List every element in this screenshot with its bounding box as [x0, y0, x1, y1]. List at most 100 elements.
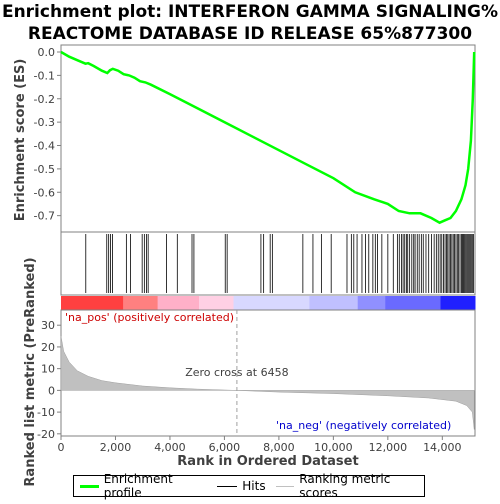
legend-swatch-black	[217, 485, 238, 487]
es-y-tick-label: -0.2	[34, 93, 55, 106]
es-y-tick-label: -0.3	[34, 116, 55, 129]
color-bar-segment	[295, 296, 303, 310]
legend-item-hits: Hits	[217, 479, 266, 493]
rank-panel-frame	[60, 309, 476, 437]
color-bar-segment	[357, 296, 366, 310]
rank-y-label: Ranked list metric (PreRanked)	[23, 257, 38, 486]
color-bar-segment	[247, 296, 255, 310]
color-bar-segment	[192, 296, 200, 310]
color-bar-segment	[316, 296, 324, 310]
es-y-axis: 0.0 -0.1 -0.2 -0.3 -0.4 -0.5 -0.6 -0.7	[34, 46, 61, 223]
color-bar-segment	[240, 296, 248, 310]
color-bar-segment	[185, 296, 193, 310]
color-bar-segment	[123, 296, 131, 310]
es-y-tick-label: -0.6	[34, 186, 55, 199]
x-tick-label: 14,000	[423, 441, 462, 454]
pos-correlated-label: 'na_pos' (positively correlated)	[65, 311, 234, 324]
color-bar-segment	[171, 296, 179, 310]
es-y-tick-label: -0.7	[34, 210, 55, 223]
x-tick-label: 4,000	[154, 441, 186, 454]
color-bar-segment	[157, 296, 165, 310]
es-y-tick-label: -0.4	[34, 140, 55, 153]
color-bar-segment	[350, 296, 359, 310]
color-bar-segment	[136, 296, 145, 310]
color-bar-segment	[426, 296, 435, 310]
legend-swatch-gray	[275, 485, 295, 487]
color-bar-segment	[447, 296, 455, 310]
es-y-tick-label: 0.0	[38, 46, 56, 59]
rank-y-tick-label: 10	[41, 363, 55, 376]
rank-y-tick-label: 0	[48, 384, 55, 397]
rank-y-axis: 30 20 10 0 -10 -20	[37, 319, 61, 441]
neg-correlated-label: 'na_neg' (negatively correlated)	[276, 419, 451, 432]
color-bar-segment	[378, 296, 386, 310]
es-y-label: Enrichment score (ES)	[13, 59, 28, 222]
color-bar-segment	[109, 296, 117, 310]
legend-item-enrichment-profile: Enrichment profile	[80, 472, 207, 500]
legend-label: Hits	[242, 479, 266, 493]
rank-y-tick-label: 20	[41, 341, 55, 354]
color-bar-segment	[219, 296, 228, 310]
legend: Enrichment profile Hits Ranking metric s…	[73, 472, 425, 500]
color-bar-segment	[74, 296, 83, 310]
color-bar-segment	[412, 296, 421, 310]
color-bar-segment	[454, 296, 462, 310]
rank-y-tick-label: -20	[37, 428, 55, 441]
color-bar-segment	[205, 296, 214, 310]
color-bar-segment	[330, 296, 338, 310]
color-bar-segment	[371, 296, 379, 310]
color-bar-segment	[399, 296, 407, 310]
color-bar-segment	[268, 296, 276, 310]
legend-label: Ranking metric scores	[299, 472, 391, 500]
color-bar-segment	[323, 296, 331, 310]
color-bar-segment	[233, 296, 241, 310]
es-y-tick-label: -0.1	[34, 69, 55, 82]
legend-label: Enrichment profile	[103, 472, 173, 500]
x-tick-label: 6,000	[209, 441, 241, 454]
color-bar-segment	[150, 296, 159, 310]
color-bar-segment	[130, 296, 138, 310]
rank-y-tick-label: 30	[41, 319, 55, 332]
legend-item-ranking-metric: Ranking metric scores	[275, 472, 424, 500]
color-bar-segment	[143, 296, 152, 310]
es-profile-line	[60, 50, 476, 225]
x-axis-label: Rank in Ordered Dataset	[177, 454, 358, 469]
color-bar-segment	[254, 296, 262, 310]
color-bar-segment	[178, 296, 186, 310]
x-tick-label: 2,000	[100, 441, 132, 454]
es-y-tick-label: -0.5	[34, 163, 55, 176]
color-bar-segment	[102, 296, 110, 310]
color-bar-segment	[385, 296, 393, 310]
color-bar-segment	[461, 296, 469, 310]
color-bar-segment	[88, 296, 96, 310]
legend-swatch-green	[80, 484, 99, 488]
color-bar-segment	[468, 296, 476, 310]
color-bar-segment	[67, 296, 76, 310]
ranking-metric-area	[60, 336, 475, 430]
color-bar-segment	[288, 296, 297, 310]
x-tick-label: 8,000	[263, 441, 295, 454]
x-tick-label: 0	[58, 441, 65, 454]
chart-title-line2: REACTOME DATABASE ID RELEASE 65%877300	[28, 24, 472, 44]
x-tick-label: 10,000	[314, 441, 353, 454]
rank-color-bar	[61, 296, 476, 310]
color-bar-segment	[337, 296, 345, 310]
zero-cross-label: Zero cross at 6458	[185, 366, 288, 379]
color-bar-segment	[281, 296, 290, 310]
color-bar-segment	[302, 296, 310, 310]
color-bar-segment	[364, 296, 372, 310]
color-bar-segment	[61, 296, 69, 310]
chart-title-line1: Enrichment plot: INTERFERON GAMMA SIGNAL…	[2, 2, 498, 22]
color-bar-segment	[392, 296, 400, 310]
color-bar-segment	[261, 296, 269, 310]
color-bar-segment	[81, 296, 90, 310]
x-axis: 0 2,000 4,000 6,000 8,000 10,000 12,000 14,000	[58, 436, 462, 454]
color-bar-segment	[343, 296, 352, 310]
color-bar-segment	[433, 296, 441, 310]
x-tick-label: 12,000	[369, 441, 408, 454]
hits-panel-frame	[60, 231, 476, 296]
color-bar-segment	[274, 296, 283, 310]
color-bar-segment	[226, 296, 234, 310]
